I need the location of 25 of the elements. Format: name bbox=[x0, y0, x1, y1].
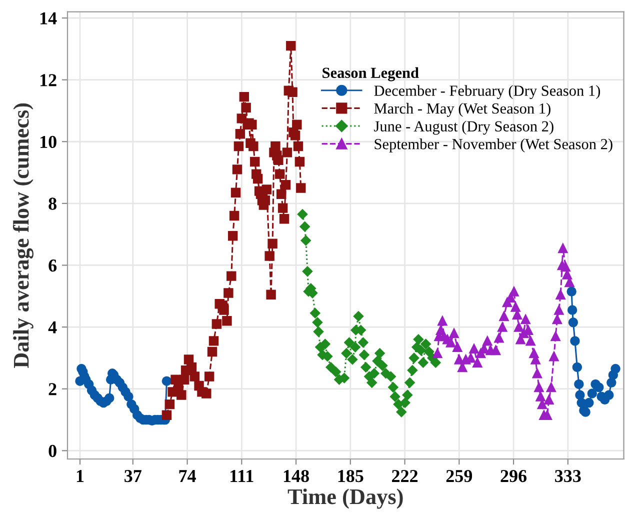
legend-label: September - November (Wet Season 2) bbox=[374, 138, 612, 152]
x-tick-label: 1 bbox=[76, 470, 84, 482]
y-tick-label: 4 bbox=[48, 321, 57, 334]
legend-label: March - May (Wet Season 1) bbox=[374, 102, 550, 117]
x-tick-label: 296 bbox=[500, 470, 527, 482]
legend-title: Season Legend bbox=[322, 67, 419, 82]
y-tick-label: 12 bbox=[40, 74, 56, 86]
y-tick-label: 2 bbox=[48, 383, 56, 396]
x-tick-label: 185 bbox=[338, 470, 364, 482]
y-tick-label: 10 bbox=[40, 136, 56, 148]
x-tick-label: 222 bbox=[392, 470, 418, 482]
x-tick-label: 74 bbox=[179, 470, 196, 482]
legend-label: June - August (Dry Season 2) bbox=[374, 120, 554, 135]
x-axis-title: Time (Days) bbox=[288, 488, 403, 509]
y-tick-label: 14 bbox=[40, 12, 57, 24]
y-axis-title: Daily average flow (cumecs) bbox=[12, 103, 34, 368]
x-tick-label: 148 bbox=[284, 470, 309, 482]
x-tick-label: 111 bbox=[230, 470, 254, 482]
y-tick-label: 8 bbox=[48, 198, 56, 210]
y-tick-label: 6 bbox=[48, 260, 57, 272]
x-tick-label: 333 bbox=[555, 470, 581, 482]
legend-label: December - February (Dry Season 1) bbox=[374, 85, 600, 100]
y-tick-label: 0 bbox=[48, 444, 56, 458]
x-tick-label: 259 bbox=[446, 470, 472, 482]
x-tick-label: 37 bbox=[124, 470, 142, 482]
